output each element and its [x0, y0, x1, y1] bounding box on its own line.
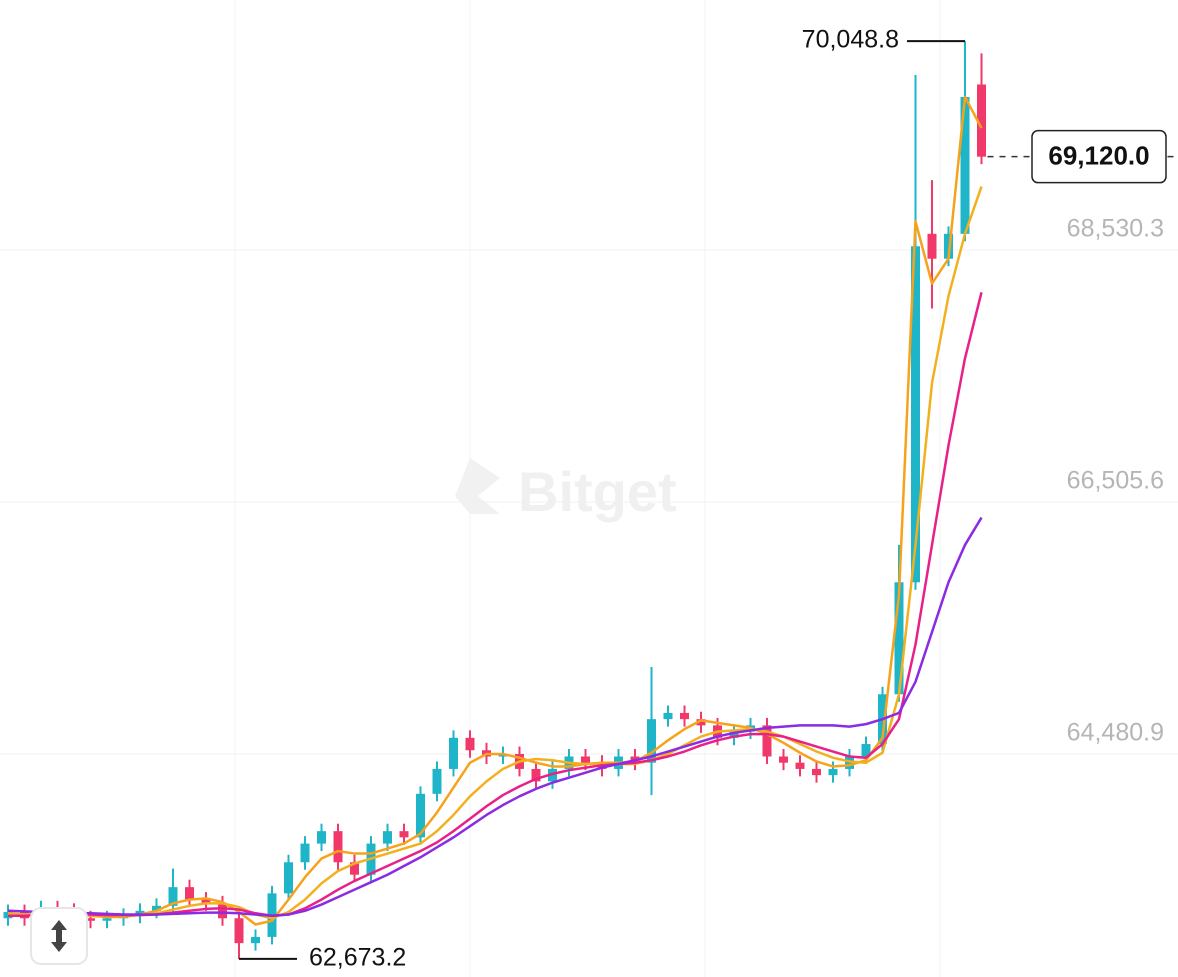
- candle-body: [399, 831, 409, 838]
- candle-body: [729, 731, 739, 738]
- high-label: 70,048.8: [802, 26, 899, 54]
- candle-body: [383, 831, 392, 844]
- button-icon: [51, 920, 67, 952]
- candle-body: [663, 712, 673, 720]
- candle-body: [86, 918, 95, 921]
- candle-body: [465, 737, 475, 751]
- candle-body: [812, 768, 821, 776]
- candle-body: [350, 862, 359, 875]
- y-tick-label: 68,530.3: [1067, 215, 1164, 243]
- last-price-box: [1031, 129, 1167, 184]
- watermark-text: Bitget: [518, 460, 677, 523]
- candle-body: [762, 725, 772, 757]
- y-tick-label: 64,480.9: [1067, 719, 1164, 747]
- candle-body: [680, 712, 689, 720]
- candle-body: [168, 887, 178, 906]
- candle-body: [861, 744, 871, 757]
- candle-body: [234, 918, 244, 944]
- candle-body: [152, 905, 161, 911]
- scale-button[interactable]: [30, 907, 88, 965]
- candle-body: [201, 899, 211, 904]
- candle-body: [779, 756, 788, 763]
- candle-body: [432, 768, 442, 794]
- candle-body: [795, 762, 805, 769]
- candle-body: [102, 918, 112, 921]
- candle-body: [696, 719, 706, 726]
- candle-body: [251, 936, 260, 944]
- candle-body: [581, 756, 590, 763]
- candle-body: [944, 233, 953, 259]
- candle-body: [828, 768, 838, 776]
- candle-body: [449, 737, 458, 769]
- candle-body: [960, 96, 970, 234]
- last-price-label: 69,120.0: [1048, 141, 1149, 171]
- candle-body: [977, 84, 986, 157]
- candle-body: [300, 843, 310, 863]
- moving-average-line: [7, 516, 983, 918]
- candle-body: [927, 233, 937, 259]
- candle-body: [218, 903, 227, 919]
- candle-body: [317, 831, 326, 844]
- candle-body: [647, 719, 656, 763]
- low-label: 62,673.2: [309, 944, 406, 972]
- y-tick-label: 66,505.6: [1067, 467, 1164, 495]
- candle-body: [416, 793, 425, 838]
- moving-average-line: [8, 186, 983, 920]
- watermark: Bitget: [455, 458, 677, 523]
- candle-body: [185, 887, 194, 900]
- candle-body: [333, 831, 343, 863]
- moving-average-line: [8, 292, 983, 918]
- candle-body: [894, 582, 904, 695]
- candle-body: [531, 768, 541, 782]
- candle-body: [284, 862, 293, 894]
- moving-average-line: [7, 95, 983, 926]
- candle-body: [911, 246, 920, 583]
- watermark-logo: [455, 458, 500, 514]
